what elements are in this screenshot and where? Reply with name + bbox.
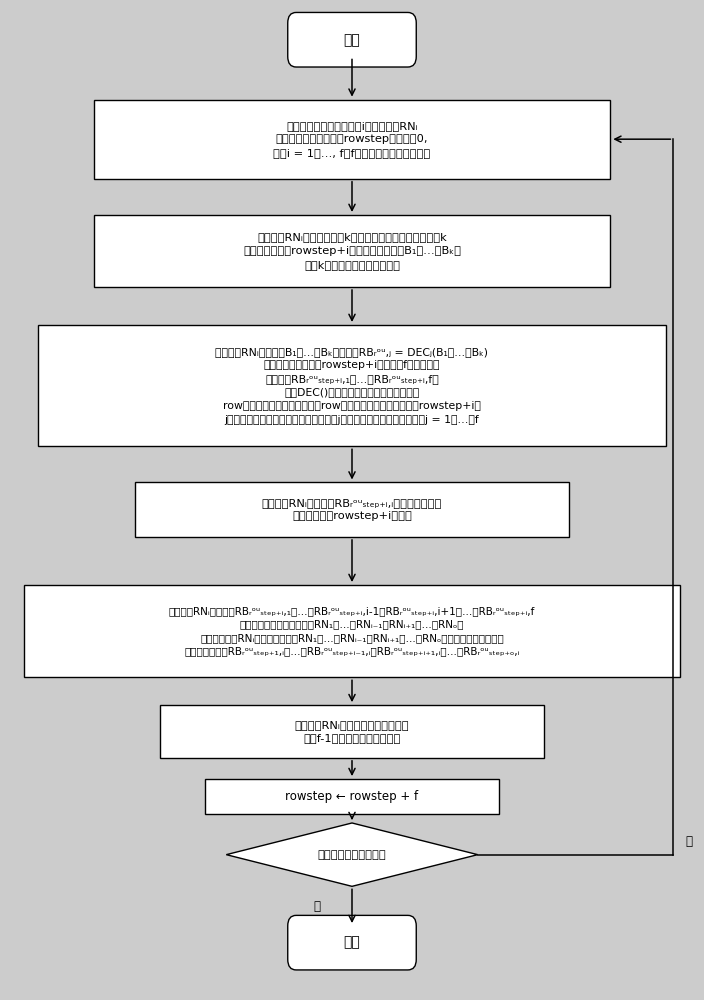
Text: rowstep ← rowstep + f: rowstep ← rowstep + f bbox=[285, 790, 419, 803]
Text: 开始: 开始 bbox=[344, 33, 360, 47]
Text: 否: 否 bbox=[686, 835, 693, 848]
Text: 替换节点RNᵢ将从其他替换节点接收
到的f-1个失效块写入本地磁盘: 替换节点RNᵢ将从其他替换节点接收 到的f-1个失效块写入本地磁盘 bbox=[295, 720, 409, 743]
Bar bbox=[135, 482, 569, 537]
Text: 替换节点RNᵢ向集群中任意k个存活节点发出请求，获取这k
个存活节点的第rowstep+i个条块，分别记为B₁，…，Bₖ，
其中k为系统中数据节点的数量: 替换节点RNᵢ向集群中任意k个存活节点发出请求，获取这k 个存活节点的第rows… bbox=[243, 232, 461, 270]
Bar bbox=[94, 215, 610, 287]
Bar bbox=[160, 705, 544, 758]
Polygon shape bbox=[226, 823, 478, 886]
Bar bbox=[94, 100, 610, 179]
Text: 结束: 结束 bbox=[344, 936, 360, 950]
Bar bbox=[206, 779, 498, 814]
Text: 是否已恢复所有条块？: 是否已恢复所有条块？ bbox=[318, 850, 386, 860]
Text: 替换节点RNᵢ使用条块B₁，…，Bₖ根据公式RBᵣᵒᵘ,ⱼ = DECⱼ(B₁，…，Bₖ)
计算出属于集群的第rowstep+i个条带的f个失效块，
分别记为R: 替换节点RNᵢ使用条块B₁，…，Bₖ根据公式RBᵣᵒᵘ,ⱼ = DECⱼ(B₁，… bbox=[215, 347, 489, 425]
Text: 替换节点RNᵢ将失效块RBᵣᵒᵘₛₜₑₚ₊ᵢ,ᵢ写入本地磁盘，
成为本地的第rowstep+i个条块: 替换节点RNᵢ将失效块RBᵣᵒᵘₛₜₑₚ₊ᵢ,ᵢ写入本地磁盘， 成为本地的第ro… bbox=[262, 498, 442, 521]
Bar bbox=[24, 585, 680, 677]
Text: 是: 是 bbox=[313, 900, 320, 913]
FancyBboxPatch shape bbox=[288, 915, 416, 970]
FancyBboxPatch shape bbox=[288, 12, 416, 67]
Text: 纠删码集群存储系统的第i个替换节点RNᵢ
将自身条带号的基准值rowstep初始化为0,
其中i = 1，…, f，f为系统中失效节点的数量: 纠删码集群存储系统的第i个替换节点RNᵢ 将自身条带号的基准值rowstep初始… bbox=[273, 121, 431, 158]
Bar bbox=[38, 325, 666, 446]
Text: 替换节点RNᵢ将失效块RBᵣᵒᵘₛₜₑₚ₊ᵢ,₁，…，RBᵣᵒᵘₛₜₑₚ₊ᵢ,i-1，RBᵣᵒᵘₛₜₑₚ₊ᵢ,i+1，…，RBᵣᵒᵘₛₜₑₚ₊ᵢ,f
一一对应地: 替换节点RNᵢ将失效块RBᵣᵒᵘₛₜₑₚ₊ᵢ,₁，…，RBᵣᵒᵘₛₜₑₚ₊ᵢ,i… bbox=[169, 606, 535, 657]
